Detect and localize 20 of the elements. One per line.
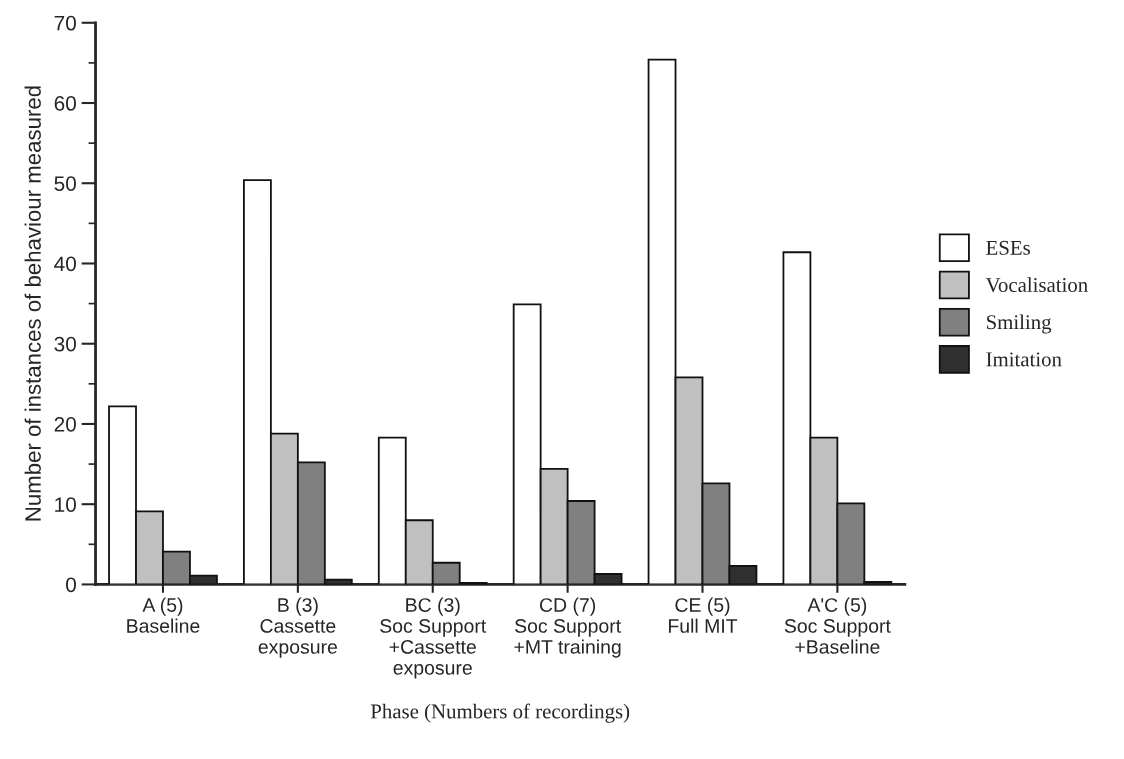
x-tick-label: CE (5) Full MIT <box>668 597 738 633</box>
x-axis-title: Phase (Numbers of recordings) <box>370 703 630 723</box>
y-tick-label: 70 <box>54 15 76 31</box>
legend-label: Smiling <box>986 314 1052 334</box>
x-tick-label: A'C (5) Soc Support +Baseline <box>784 597 891 654</box>
y-tick-label: 60 <box>54 96 76 111</box>
y-tick-label: 0 <box>66 577 76 593</box>
y-axis-title: Number of instances of behaviour measured <box>24 86 41 521</box>
x-tick-label: BC (3) Soc Support +Cassette exposure <box>380 597 487 679</box>
x-tick-label: A (5) Baseline <box>127 597 200 633</box>
y-tick-label: 50 <box>54 176 76 191</box>
x-tick-label: B (3) Cassette exposure <box>258 597 337 658</box>
legend-label: Vocalisation <box>985 277 1088 293</box>
y-tick-label: 30 <box>54 336 76 352</box>
legend-label: Imitation <box>986 352 1062 367</box>
x-tick-label: CD (7) Soc Support +MT training <box>514 597 621 658</box>
legend-label: ESEs <box>986 240 1030 255</box>
y-tick-label: 10 <box>55 497 76 512</box>
y-tick-label: 20 <box>54 416 76 432</box>
y-tick-label: 40 <box>54 256 76 272</box>
